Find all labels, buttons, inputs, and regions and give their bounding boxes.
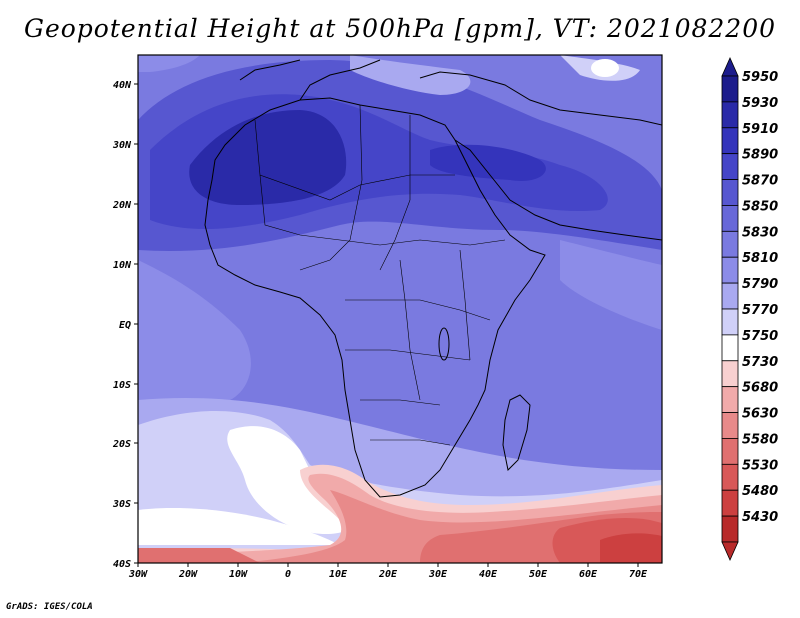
colorbar-swatch bbox=[721, 75, 739, 103]
colorbar-label: 5850 bbox=[742, 199, 778, 214]
colorbar-swatch bbox=[721, 463, 739, 491]
lon-tick-label: 70E bbox=[629, 569, 648, 580]
colorbar-swatch bbox=[721, 386, 739, 413]
lat-tick-label: 10N bbox=[113, 260, 132, 271]
colorbar-label: 5530 bbox=[742, 458, 778, 473]
colorbar-label: 5630 bbox=[742, 407, 778, 422]
lon-tick-label: 20W bbox=[178, 569, 198, 580]
lon-tick-label: 30E bbox=[428, 569, 448, 580]
lon-ticks: 30W 20W 10W 0 10E 20E 30E 40E 50E 60E 70… bbox=[128, 563, 648, 580]
lat-tick-label: 40N bbox=[113, 80, 132, 91]
colorbar-label: 5580 bbox=[742, 432, 778, 447]
colorbar-label: 5680 bbox=[742, 381, 778, 396]
colorbar-label: 5890 bbox=[742, 148, 778, 163]
colorbar-swatch bbox=[721, 308, 739, 336]
colorbar-arrow-top bbox=[721, 57, 739, 77]
coastlines bbox=[204, 59, 662, 498]
colorbar-swatch bbox=[721, 153, 739, 180]
colorbar-label: 5950 bbox=[742, 70, 778, 85]
colorbar-label: 5750 bbox=[742, 329, 778, 344]
lat-tick-label: 40S bbox=[113, 559, 131, 570]
colorbar-swatch bbox=[721, 256, 739, 284]
colorbar-swatch bbox=[721, 101, 739, 129]
lat-tick-label: EQ bbox=[119, 320, 131, 331]
colorbar-arrow-bottom bbox=[721, 541, 739, 561]
colorbar-swatch bbox=[721, 127, 739, 155]
colorbar-label: 5930 bbox=[742, 96, 778, 111]
height-field bbox=[138, 55, 662, 563]
grads-credit: GrADS: IGES/COLA bbox=[6, 602, 93, 612]
colorbar-label: 5480 bbox=[742, 484, 778, 499]
colorbar-swatch bbox=[721, 179, 739, 206]
map-frame bbox=[137, 54, 663, 564]
lon-tick-label: 10E bbox=[329, 569, 348, 580]
lon-tick-label: 40E bbox=[479, 569, 498, 580]
colorbar-swatch bbox=[721, 282, 739, 310]
colorbar-label: 5770 bbox=[742, 303, 778, 318]
colorbar-swatch bbox=[721, 438, 739, 465]
colorbar-swatch bbox=[721, 515, 739, 543]
lon-tick-label: 30W bbox=[128, 569, 148, 580]
colorbar-label: 5730 bbox=[742, 355, 778, 370]
colorbar-label: 5870 bbox=[742, 174, 778, 189]
lon-tick-label: 60E bbox=[579, 569, 598, 580]
colorbar-swatch bbox=[721, 205, 739, 232]
colorbar-label: 5790 bbox=[742, 277, 778, 292]
lat-tick-label: 20N bbox=[112, 200, 132, 211]
lon-tick-label: 20E bbox=[378, 569, 398, 580]
colorbar-swatch bbox=[721, 489, 739, 517]
colorbar-swatch bbox=[721, 412, 739, 439]
colorbar-label: 5830 bbox=[742, 225, 778, 240]
colorbar-swatch bbox=[721, 334, 739, 362]
colorbar-swatch bbox=[721, 230, 739, 258]
lon-tick-label: 0 bbox=[285, 569, 291, 580]
country-borders bbox=[254, 104, 506, 446]
colorbar-label: 5810 bbox=[742, 251, 778, 266]
map-title: Geopotential Height at 500hPa [gpm], VT:… bbox=[23, 14, 777, 43]
colorbar-label: 5910 bbox=[742, 122, 778, 137]
lat-ticks: 40N 30N 20N 10N EQ 10S 20S 30S 40S bbox=[112, 80, 138, 570]
lat-tick-label: 20S bbox=[112, 439, 131, 450]
colorbar-label: 5430 bbox=[742, 510, 778, 525]
lat-tick-label: 30S bbox=[112, 499, 131, 510]
lon-tick-label: 10W bbox=[229, 569, 248, 580]
lat-tick-label: 30N bbox=[112, 140, 132, 151]
lat-tick-label: 10S bbox=[113, 380, 131, 391]
lon-tick-label: 50E bbox=[529, 569, 548, 580]
colorbar: 5950 5930 5910 5890 5870 5850 5830 5810 5790 5770… bbox=[721, 57, 778, 561]
colorbar-swatch bbox=[721, 360, 739, 388]
